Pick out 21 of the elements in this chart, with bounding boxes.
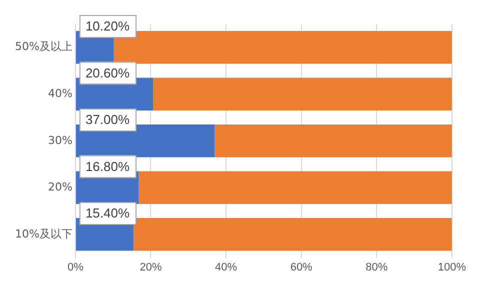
bar <box>133 218 452 251</box>
y-tick-label: 40% <box>48 87 72 100</box>
y-tick-label: 30% <box>48 134 72 147</box>
x-tick-label: 0% <box>67 261 84 274</box>
bar <box>114 31 452 64</box>
x-tick-label: 80% <box>366 261 388 274</box>
bar <box>214 124 452 158</box>
data-label: 16.80% <box>85 158 130 174</box>
bar <box>153 78 452 111</box>
bar <box>138 171 452 204</box>
x-tick-label: 60% <box>290 261 313 274</box>
x-tick-label: 100% <box>438 261 466 274</box>
x-tick-label: 20% <box>140 261 162 274</box>
data-label: 10.20% <box>85 18 130 34</box>
y-tick-label: 50%及以上 <box>14 40 72 54</box>
data-label: 37.00% <box>85 112 130 128</box>
y-tick-label: 20% <box>48 180 72 194</box>
y-tick-label: 10%及以下 <box>14 227 72 240</box>
data-label: 15.40% <box>85 206 130 221</box>
data-label: 20.60% <box>85 65 130 80</box>
x-tick-label: 40% <box>215 261 238 274</box>
